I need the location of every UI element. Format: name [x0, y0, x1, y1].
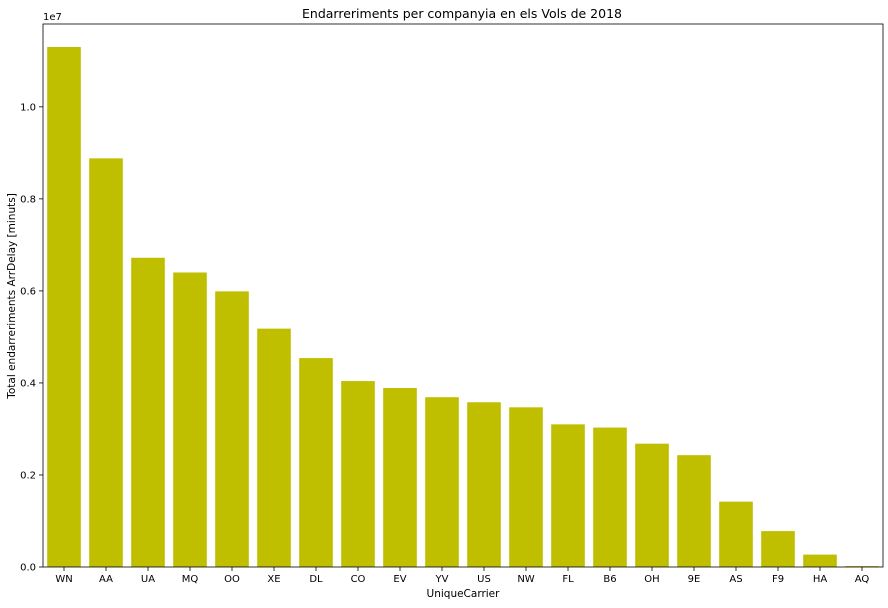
x-tick-label-NW: NW	[517, 574, 534, 585]
bar-YV	[425, 397, 459, 567]
plot-frame	[42, 23, 884, 568]
x-tick-label-F9: F9	[772, 574, 784, 585]
y-tick-label: 0.2	[20, 470, 36, 481]
bar-UA	[131, 257, 165, 567]
x-ticks-layer: WN AA UA MQ OO XE DL CO EV YV US NW FL B6 OH 9E AS F9 HA AQ	[55, 567, 869, 585]
bar-MQ	[173, 272, 207, 567]
x-tick-label-CO: CO	[351, 574, 366, 585]
x-axis-label: UniqueCarrier	[427, 588, 501, 600]
x-tick-label-HA: HA	[813, 574, 828, 585]
x-tick-label-AA: AA	[99, 574, 113, 585]
y-tick-label: 0.8	[20, 194, 36, 205]
bar-OH	[635, 443, 669, 567]
bar-AA	[89, 158, 123, 567]
y-ticks-layer: 0.0 0.2 0.4 0.6 0.8 1.0	[20, 102, 43, 574]
x-tick-label-US: US	[477, 574, 491, 585]
bar-WN	[47, 47, 81, 567]
bar-9E	[677, 455, 711, 567]
x-tick-label-WN: WN	[55, 574, 72, 585]
bar-OO	[215, 291, 249, 567]
bar-EV	[383, 387, 417, 567]
x-tick-label-AS: AS	[729, 574, 742, 585]
y-scale-label: 1e7	[43, 12, 62, 23]
bar-US	[467, 402, 501, 567]
x-tick-label-B6: B6	[603, 574, 616, 585]
y-tick-label: 1.0	[20, 102, 36, 113]
x-tick-label-9E: 9E	[688, 574, 701, 585]
y-tick-label: 0.0	[20, 563, 36, 574]
chart-title: Endarreriments per companyia en els Vols…	[302, 6, 622, 21]
y-tick-label: 0.6	[20, 286, 36, 297]
bar-XE	[257, 328, 291, 567]
x-tick-label-XE: XE	[267, 574, 280, 585]
x-tick-label-OH: OH	[644, 574, 659, 585]
bar-B6	[593, 427, 627, 567]
bar-DL	[299, 358, 333, 567]
x-tick-label-MQ: MQ	[182, 574, 199, 585]
axes-layer	[42, 23, 884, 568]
y-axis-label: Total endarreriments ArrDelay [minuts]	[6, 193, 18, 400]
bar-HA	[803, 554, 837, 567]
x-tick-label-YV: YV	[435, 574, 449, 585]
bar-AS	[719, 501, 753, 567]
bar-F9	[761, 531, 795, 567]
bar-CO	[341, 381, 375, 567]
x-tick-label-AQ: AQ	[855, 574, 870, 585]
bars-layer	[47, 47, 879, 567]
x-tick-label-OO: OO	[224, 574, 240, 585]
x-tick-label-DL: DL	[309, 574, 323, 585]
x-tick-label-FL: FL	[562, 574, 574, 585]
bar-FL	[551, 424, 585, 567]
bar-NW	[509, 407, 543, 567]
bar-AQ	[845, 566, 879, 567]
x-tick-label-UA: UA	[141, 574, 155, 585]
y-tick-label: 0.4	[20, 378, 36, 389]
x-tick-label-EV: EV	[393, 574, 406, 585]
